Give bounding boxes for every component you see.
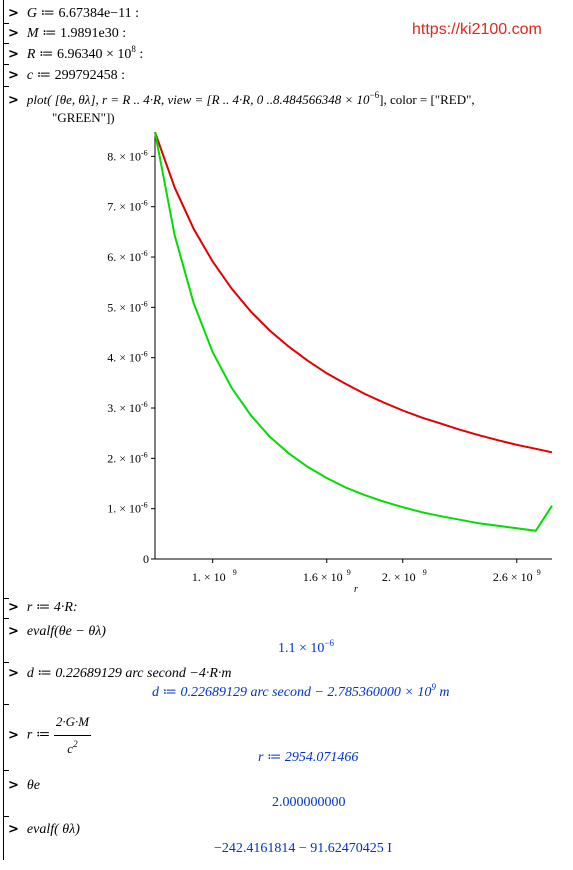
worksheet-gutter <box>3 0 4 860</box>
x-tick-label: 1. × 10 <box>192 570 226 584</box>
group-separator <box>3 770 9 771</box>
input-line-R[interactable]: > R ≔ 6.96340 × 108 : <box>8 44 144 63</box>
series-line-1 <box>154 131 553 454</box>
x-tick-label: 2. × 10 <box>382 570 416 584</box>
plot-region[interactable]: 0-61. × 10-62. × 10-63. × 10-64. × 10-65… <box>0 0 573 600</box>
prompt-icon: > <box>8 6 19 21</box>
input-line-G[interactable]: > G ≔ 6.67384e−11 : <box>8 6 139 21</box>
watermark: https://ki2100.com <box>412 21 542 38</box>
x-tick-exponent: 9 <box>537 568 541 577</box>
series-line-2 <box>154 132 553 532</box>
prompt-icon: > <box>8 666 19 681</box>
y-tick-exponent: -6 <box>141 400 148 409</box>
y-tick-label: 8. × 10 <box>107 149 141 163</box>
y-tick-label: 0 <box>143 552 149 566</box>
output-theta-e: 2.000000000 <box>272 795 346 810</box>
y-tick-label: 7. × 10 <box>107 200 141 214</box>
output-d: d ≔ 0.22689129 arc second − 2.785360000 … <box>152 682 450 701</box>
group-separator <box>3 43 9 44</box>
prompt-icon: > <box>8 93 19 108</box>
input-line-r-assign[interactable]: > r ≔ 4·R: <box>8 600 78 615</box>
x-tick-exponent: 9 <box>347 568 351 577</box>
input-line-plot[interactable]: > plot( [θe, θλ], r = R .. 4·R, view = [R… <box>8 90 475 109</box>
prompt-icon: > <box>8 47 19 62</box>
y-tick-exponent: -6 <box>141 501 148 510</box>
output-lambda: −242.4161814 − 91.62470425 I <box>214 841 392 856</box>
input-line-evalf-lambda[interactable]: > evalf( θλ) <box>8 822 80 837</box>
y-tick-exponent: -6 <box>141 249 148 258</box>
input-line-plot-cont[interactable]: "GREEN"]) <box>52 110 115 125</box>
y-tick-label: 3. × 10 <box>107 401 141 415</box>
y-tick-label: 6. × 10 <box>107 250 141 264</box>
input-line-r-formula[interactable]: > r ≔ 2·G·M c2 <box>8 710 92 761</box>
output-diff: 1.1 × 10−6 <box>278 638 334 657</box>
prompt-icon: > <box>8 600 19 615</box>
output-r: r ≔ 2954.071466 <box>258 750 359 765</box>
prompt-icon: > <box>8 624 19 639</box>
x-tick-label: 2.6 × 10 <box>493 570 533 584</box>
y-tick-exponent: -6 <box>141 199 148 208</box>
y-tick-label: 4. × 10 <box>107 351 141 365</box>
group-separator <box>3 64 9 65</box>
prompt-icon: > <box>8 68 19 83</box>
group-separator <box>3 816 9 817</box>
fraction: 2·G·M c2 <box>53 710 92 761</box>
y-tick-exponent: -6 <box>141 450 148 459</box>
y-tick-exponent: -6 <box>141 350 148 359</box>
group-separator <box>3 618 9 619</box>
prompt-icon: > <box>8 778 19 793</box>
input-line-evalf-diff[interactable]: > evalf(θe − θλ) <box>8 624 106 639</box>
x-axis-label: r <box>354 584 358 595</box>
y-tick-exponent: -6 <box>141 148 148 157</box>
group-separator <box>3 598 9 599</box>
prompt-icon: > <box>8 26 19 41</box>
y-tick-exponent: -6 <box>141 299 148 308</box>
prompt-icon: > <box>8 727 19 743</box>
input-line-c[interactable]: > c ≔ 299792458 : <box>8 68 125 83</box>
group-separator <box>3 86 9 87</box>
y-tick-label: 1. × 10 <box>107 502 141 516</box>
prompt-icon: > <box>8 822 19 837</box>
y-tick-label: 2. × 10 <box>107 451 141 465</box>
input-line-d[interactable]: > d ≔ 0.22689129 arc second −4·R·m <box>8 666 232 681</box>
y-tick-label: 5. × 10 <box>107 300 141 314</box>
x-tick-exponent: 9 <box>233 568 237 577</box>
input-line-M[interactable]: > M ≔ 1.9891e30 : <box>8 26 127 41</box>
x-tick-exponent: 9 <box>423 568 427 577</box>
group-separator <box>3 23 9 24</box>
group-separator <box>3 704 9 705</box>
input-line-theta-e[interactable]: > θe <box>8 778 40 793</box>
group-separator <box>3 662 9 663</box>
x-tick-label: 1.6 × 10 <box>303 570 343 584</box>
